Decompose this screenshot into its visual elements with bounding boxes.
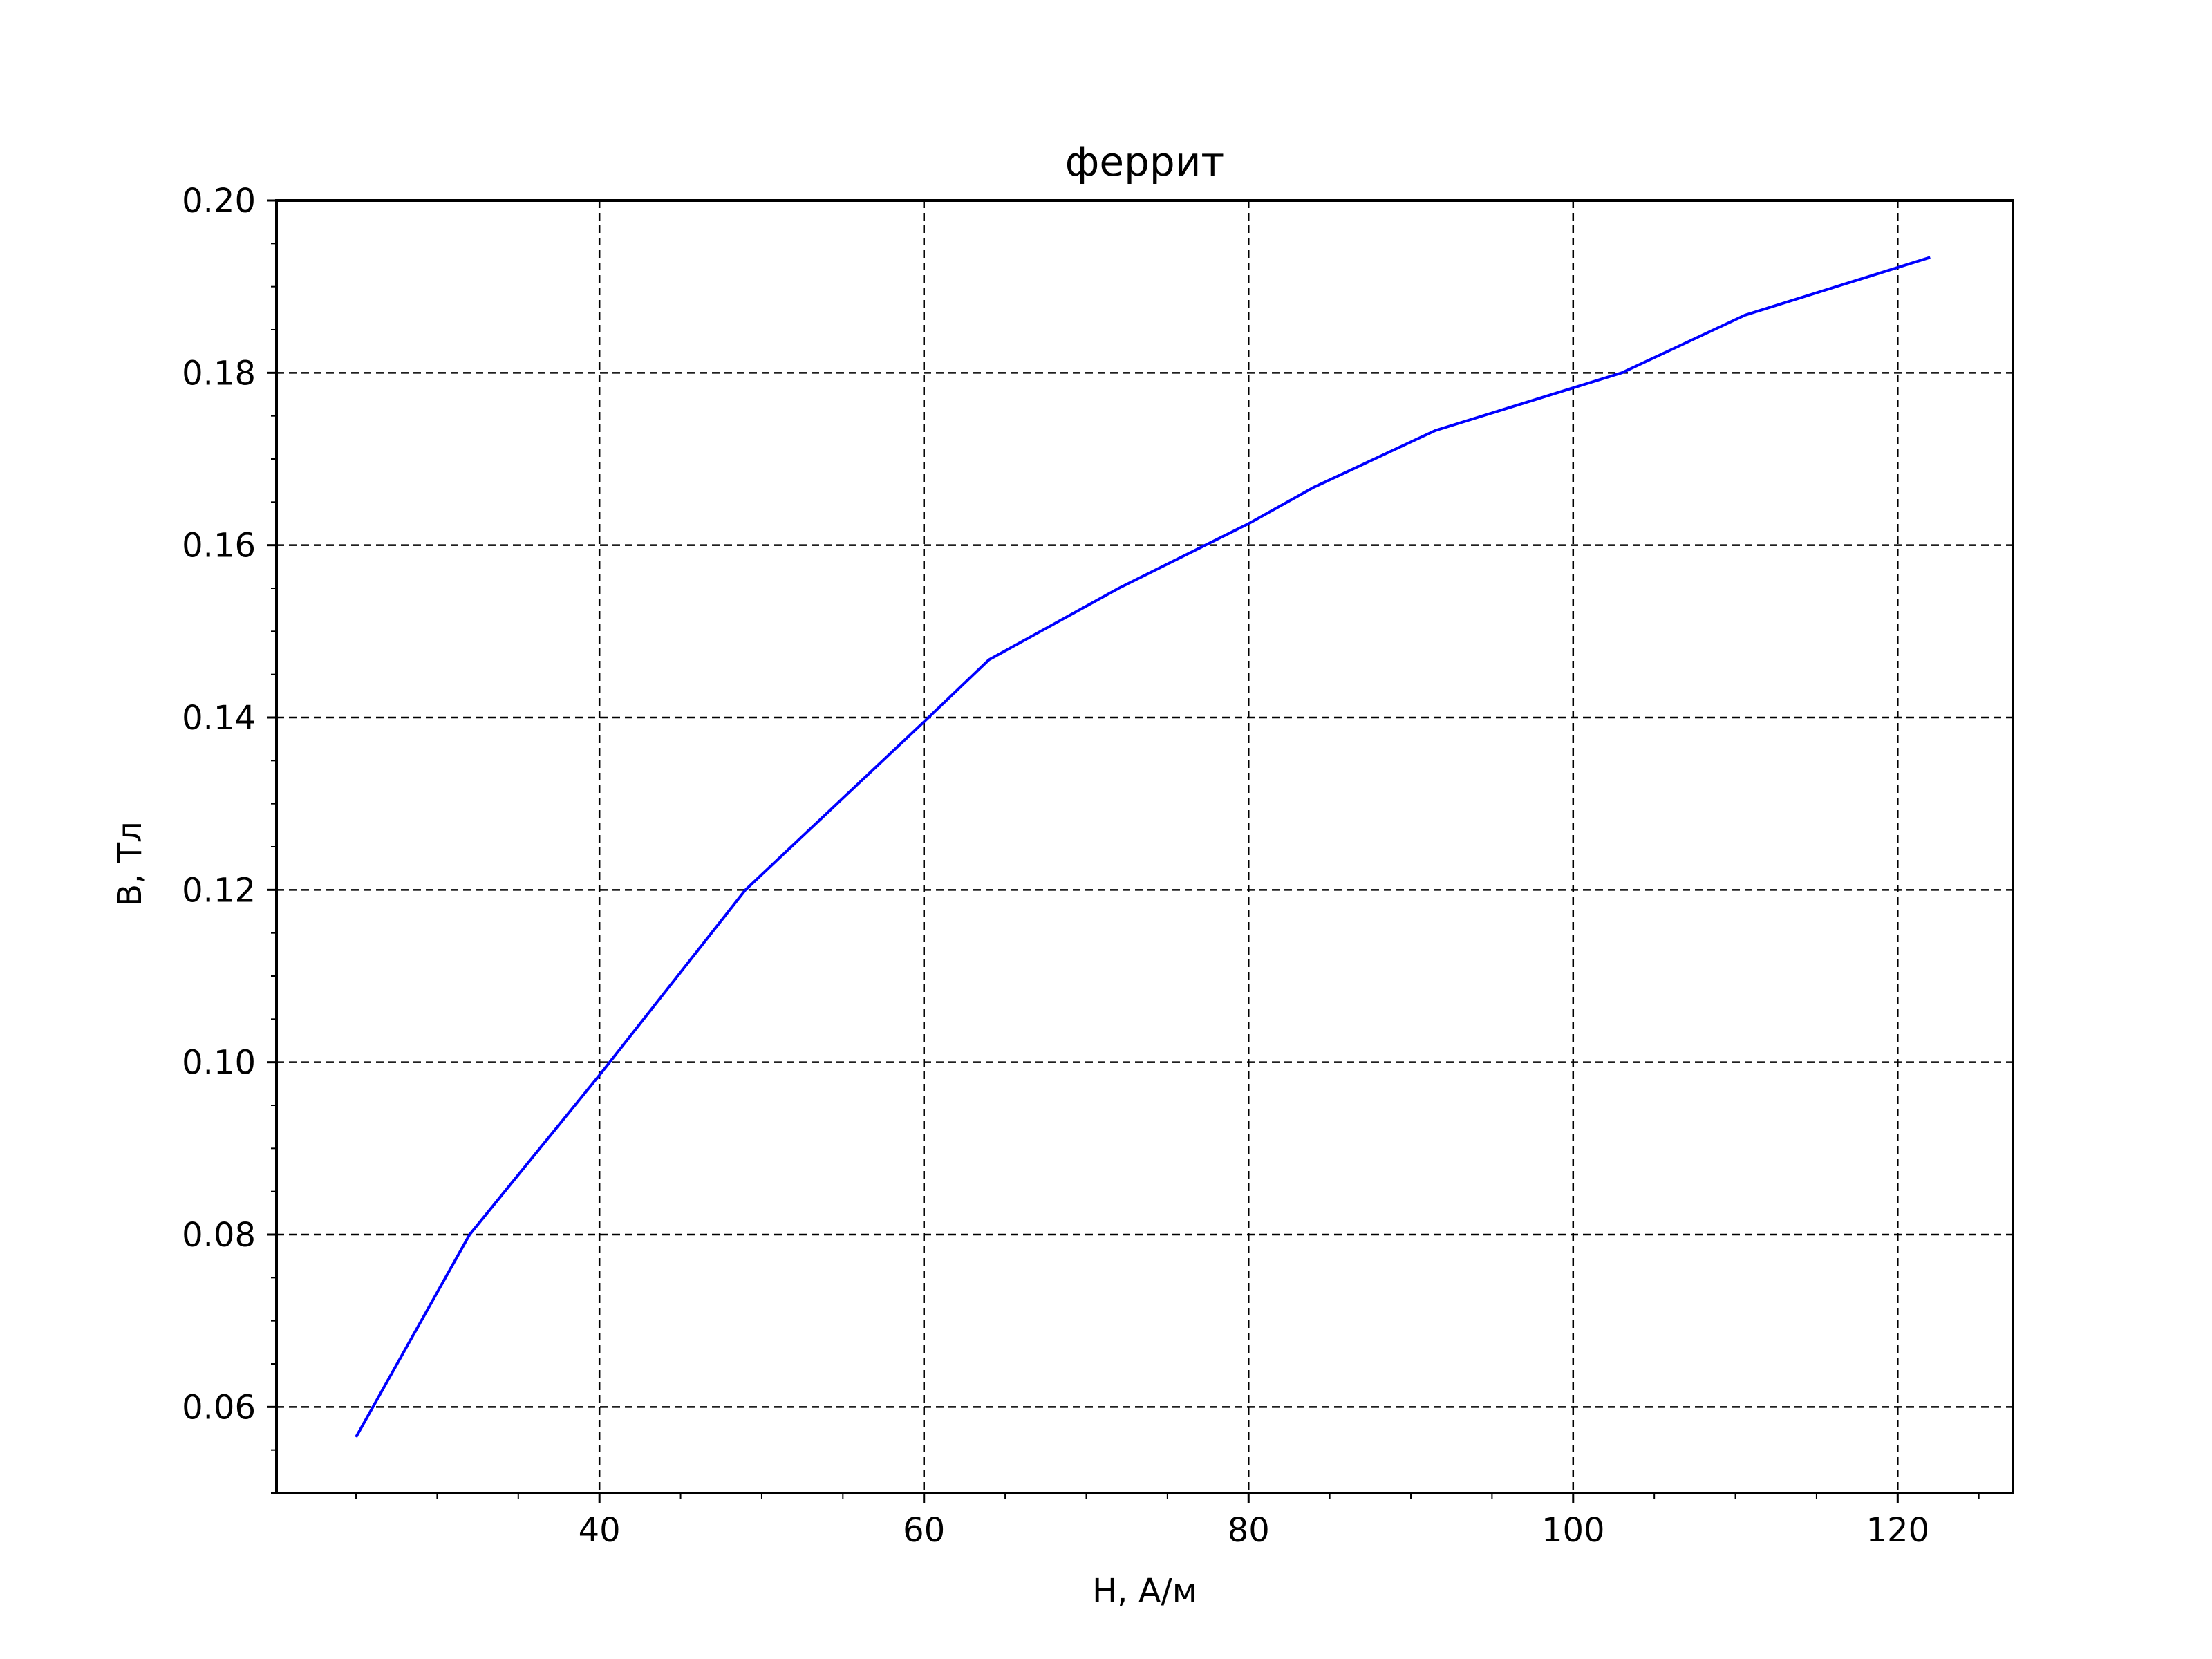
x-tick-label: 60 — [903, 1511, 945, 1550]
y-tick-label: 0.12 — [182, 871, 256, 910]
y-tick-label: 0.10 — [182, 1044, 256, 1082]
y-tick-label: 0.16 — [182, 527, 256, 565]
y-tick-label: 0.14 — [182, 699, 256, 738]
y-axis-label: B, Тл — [111, 821, 149, 906]
grid — [276, 199, 2013, 1493]
series-line — [355, 256, 1931, 1438]
series — [355, 256, 1931, 1438]
y-tick-label: 0.08 — [182, 1216, 256, 1255]
minor-ticks — [271, 243, 1980, 1499]
y-tick-labels: 0.06 0.08 0.10 0.12 0.14 0.16 0.18 0.20 — [182, 182, 256, 1427]
y-tick-label: 0.06 — [182, 1388, 256, 1427]
x-axis-label: H, А/м — [1092, 1572, 1197, 1611]
x-tick-label: 40 — [579, 1511, 621, 1550]
x-tick-labels: 40 60 80 100 120 — [579, 1511, 1929, 1550]
x-tick-label: 100 — [1541, 1511, 1605, 1550]
y-tick-label: 0.18 — [182, 354, 256, 393]
plot-frame — [275, 199, 2014, 1494]
major-ticks — [267, 199, 1899, 1503]
x-tick-label: 120 — [1866, 1511, 1930, 1550]
chart-title: феррит — [1065, 138, 1224, 185]
y-tick-label: 0.20 — [182, 182, 256, 221]
x-tick-label: 80 — [1228, 1511, 1270, 1550]
